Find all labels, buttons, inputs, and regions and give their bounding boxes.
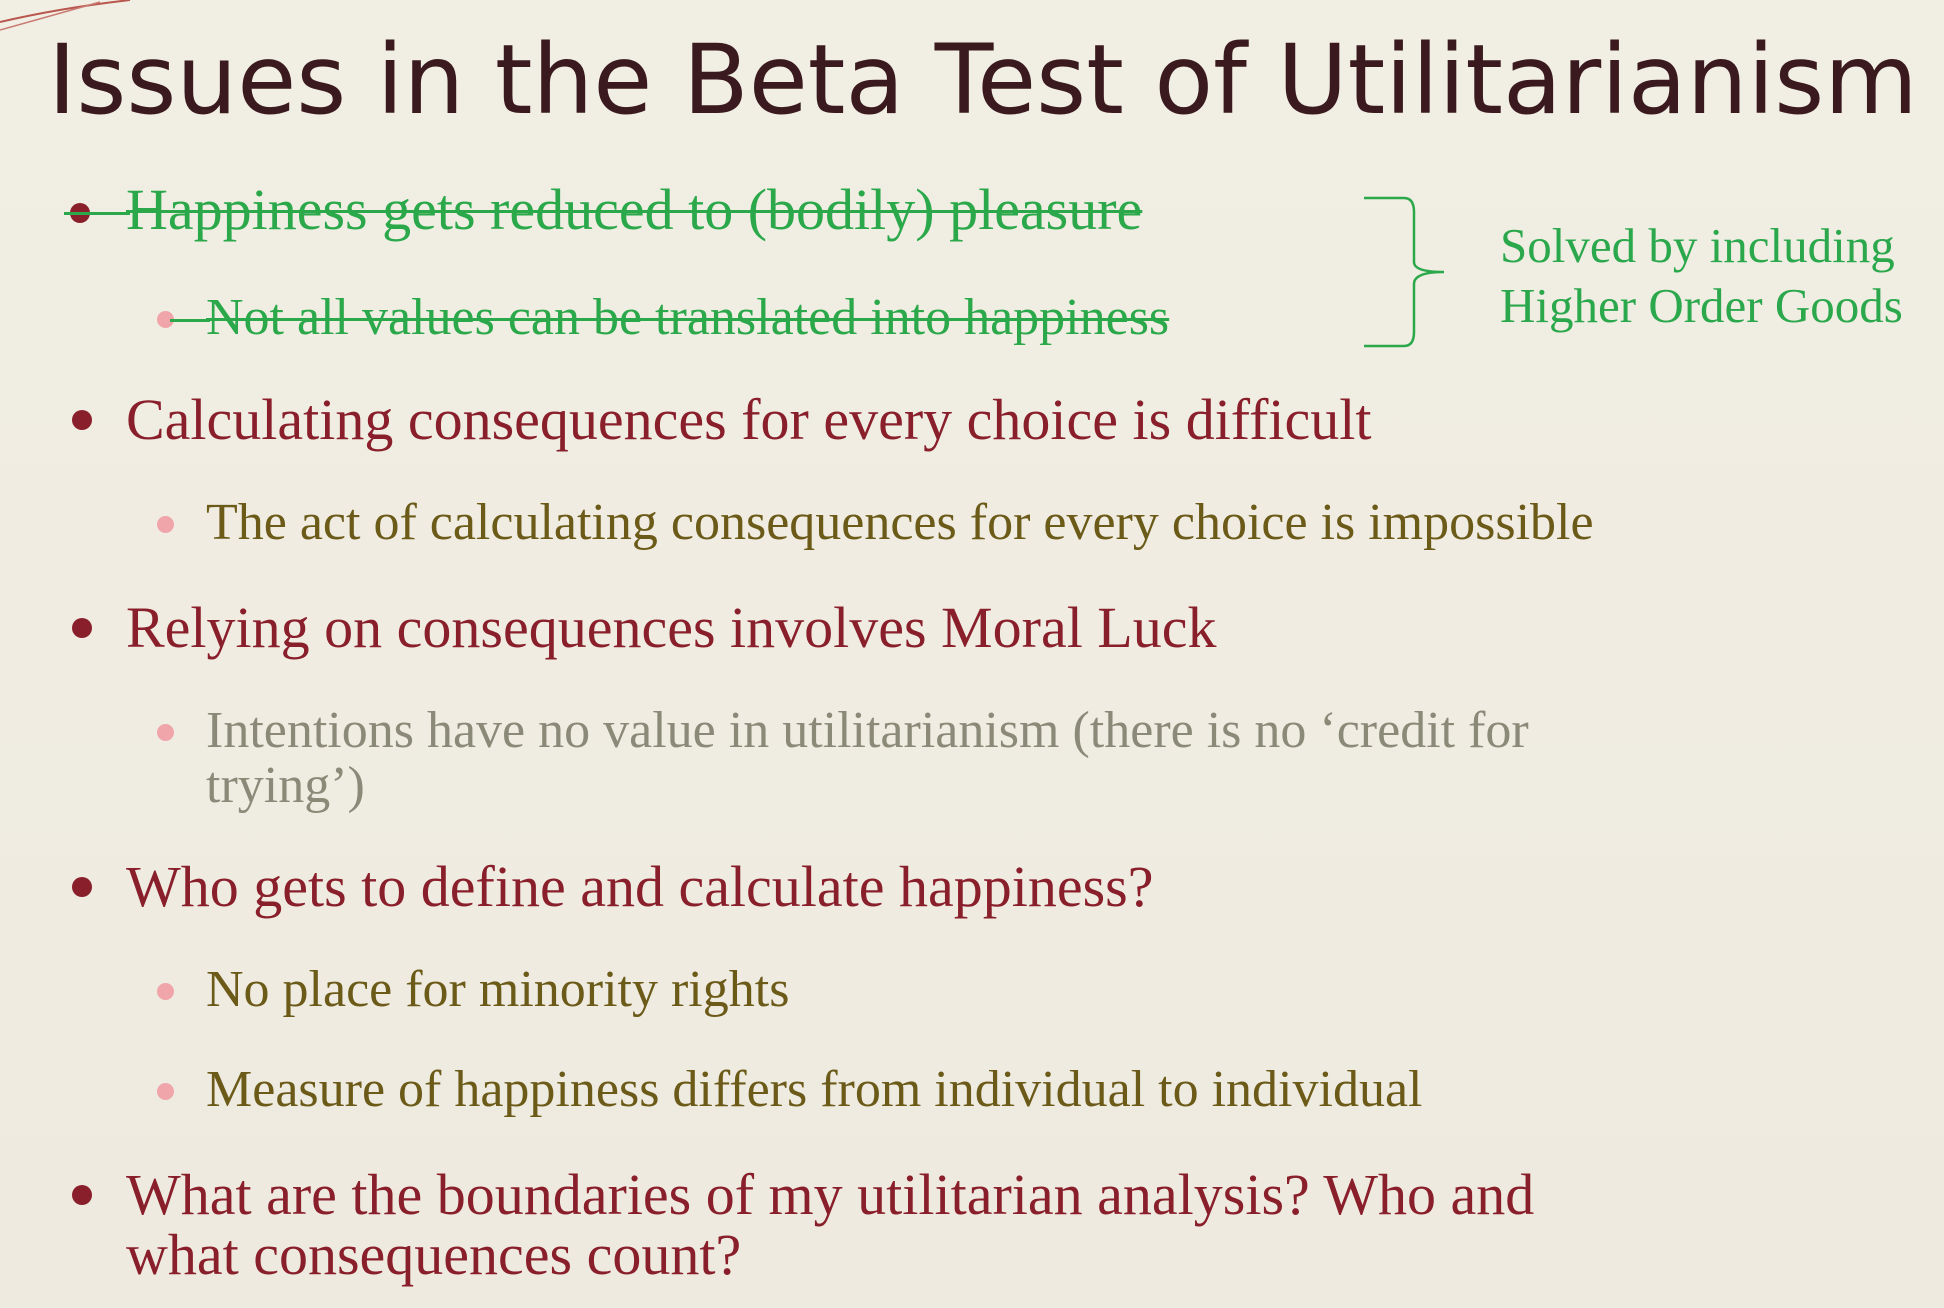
bullet-dot <box>72 877 92 897</box>
sub-bullet-1-1-text: Not all values can be translated into ha… <box>206 289 1170 346</box>
strike-mark <box>170 319 210 322</box>
slide-title: Issues in the Beta Test of Utilitarianis… <box>48 24 1918 136</box>
sub-bullet-2-1-text: The act of calculating consequences for … <box>206 494 1594 551</box>
bullet-5-line-2: what consequences count? <box>126 1222 742 1287</box>
sub-bullet-4-2-text: Measure of happiness differs from indivi… <box>206 1061 1423 1118</box>
bullet-4-text: Who gets to define and calculate happine… <box>126 854 1154 919</box>
sub-bullet-3-1-line-1: Intentions have no value in utilitariani… <box>206 702 1529 759</box>
annotation-line-2: Higher Order Goods <box>1500 278 1903 333</box>
sub-bullet-dot <box>157 311 174 328</box>
sub-bullet-dot <box>157 983 174 1000</box>
sub-bullet-dot <box>157 724 174 741</box>
annotation-line-1: Solved by including <box>1500 218 1895 273</box>
bullet-5-line-1: What are the boundaries of my utilitaria… <box>126 1162 1535 1227</box>
brace-annotation <box>1364 196 1445 348</box>
annotation-note: Solved by including Higher Order Goods <box>1500 216 1903 336</box>
strike-mark <box>64 212 130 215</box>
bullet-dot <box>72 618 92 638</box>
bullet-2-text: Calculating consequences for every choic… <box>126 387 1372 452</box>
bullet-dot <box>72 1185 92 1205</box>
sub-bullet-3-1-line-2: trying’) <box>206 757 365 814</box>
bullet-dot <box>72 410 92 430</box>
sub-bullet-dot <box>157 516 174 533</box>
bullet-1-text: Happiness gets reduced to (bodily) pleas… <box>126 177 1143 242</box>
bullet-3-text: Relying on consequences involves Moral L… <box>126 595 1217 660</box>
sub-bullet-dot <box>157 1083 174 1100</box>
sub-bullet-4-1-text: No place for minority rights <box>206 961 790 1018</box>
corner-pen-stroke <box>0 0 131 31</box>
